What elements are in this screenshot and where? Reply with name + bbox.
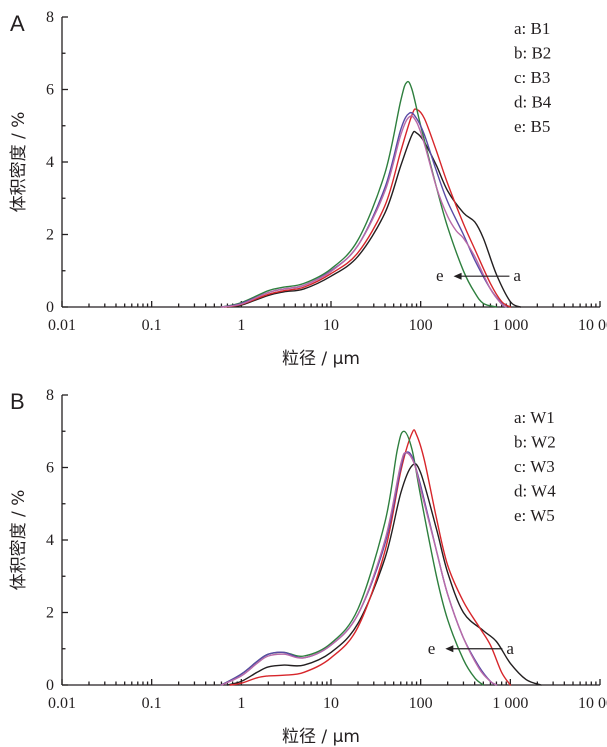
annotation-arrow-head: [445, 645, 454, 653]
x-tick-label: 1 000: [492, 695, 528, 712]
x-tick-label: 10 000: [578, 695, 607, 712]
y-tick-label: 4: [46, 532, 54, 549]
y-tick-label: 0: [46, 299, 54, 316]
x-tick-label: 0.01: [48, 695, 76, 712]
x-tick-label: 1: [237, 317, 245, 334]
x-axis-label: 粒径 / μm: [282, 349, 360, 369]
x-axis-label: 粒径 / μm: [282, 727, 360, 747]
y-tick-label: 6: [46, 460, 54, 477]
series-line-a: [226, 463, 542, 686]
legend-item: d: W4: [514, 482, 556, 501]
legend-item: a: W1: [514, 408, 555, 427]
y-tick-label: 0: [46, 677, 54, 694]
annotation-label-to: e: [428, 639, 436, 658]
series-line-e: [220, 115, 507, 308]
annotation-arrow-head: [453, 272, 462, 280]
x-tick-label: 1 000: [492, 317, 528, 334]
legend-item: a: B1: [514, 19, 550, 38]
y-tick-label: 2: [46, 227, 54, 244]
x-tick-label: 10: [323, 317, 339, 334]
legend-item: c: W3: [514, 457, 555, 476]
x-tick-label: 10: [323, 695, 339, 712]
chart-panel-b: B 0 2 4 6 8 0.01 0.1 1 10 100 1 000 10 000 体积密度 / % 粒径…: [9, 387, 607, 747]
series-line-e: [220, 451, 498, 686]
series-line-d: [222, 111, 507, 308]
series-line-d: [220, 451, 498, 686]
x-tick-label: 0.1: [142, 317, 162, 334]
legend-item: b: W2: [514, 433, 556, 452]
y-tick-label: 8: [46, 9, 54, 26]
x-tick-label: 100: [409, 695, 433, 712]
annotation-label-to: e: [436, 266, 444, 285]
annotation-label-from: a: [506, 639, 514, 658]
legend-item: c: B3: [514, 68, 550, 87]
series-line-c: [220, 80, 498, 308]
y-tick-label: 4: [46, 154, 54, 171]
legend-item: b: B2: [514, 44, 551, 63]
y-tick-label: 6: [46, 82, 54, 99]
x-tick-label: 10 000: [578, 317, 607, 334]
legend-item: d: B4: [514, 93, 552, 112]
x-tick-label: 1: [237, 695, 245, 712]
series-line-b: [223, 108, 511, 308]
panel-label: A: [10, 11, 25, 36]
legend-item: e: B5: [514, 117, 550, 136]
x-tick-label: 0.1: [142, 695, 162, 712]
chart-panel-a: A 0 2 4 6 8 0.01 0.1 1 10 100 1 000 10 000 体积密度 / % 粒径…: [9, 9, 607, 369]
y-tick-label: 8: [46, 387, 54, 404]
y-tick-label: 2: [46, 605, 54, 622]
x-tick-label: 100: [409, 317, 433, 334]
panel-label: B: [10, 389, 25, 414]
annotation-label-from: a: [513, 266, 521, 285]
x-tick-label: 0.01: [48, 317, 76, 334]
legend-item: e: W5: [514, 506, 555, 525]
y-axis-label: 体积密度 / %: [9, 490, 29, 591]
series-line-a: [226, 130, 522, 308]
y-axis-label: 体积密度 / %: [9, 112, 29, 213]
